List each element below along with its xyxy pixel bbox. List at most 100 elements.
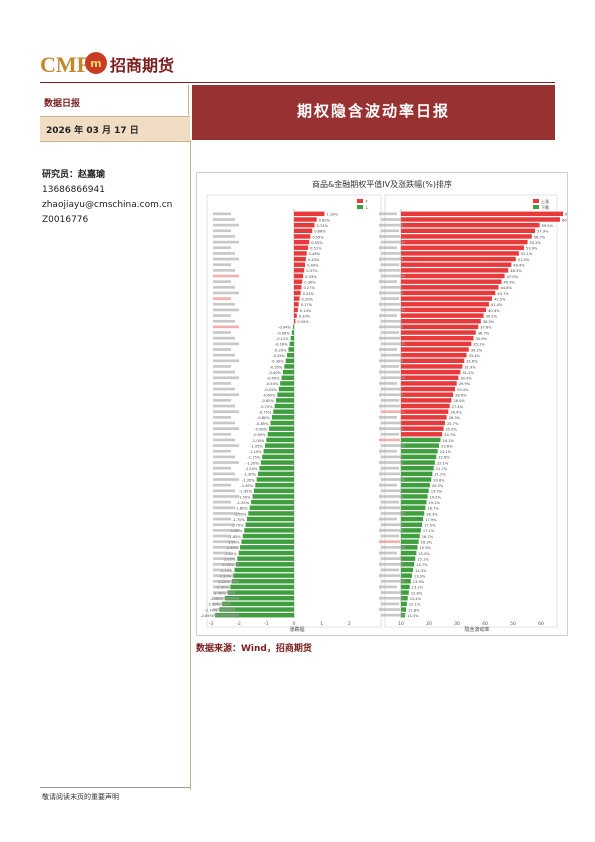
change-label: -0.50% [265,382,278,386]
change-label: 0.82% [319,218,331,222]
change-label: -0.25% [272,354,285,358]
iv-bar [401,471,433,477]
iv-category-name-mark [379,461,403,464]
category-name-mark [213,218,235,221]
iv-category-name-mark [379,551,397,555]
iv-category-name-mark [381,342,405,346]
change-bar [238,550,294,556]
iv-category-name-mark [381,591,402,594]
change-bar [227,590,294,595]
iv-category-name-mark [381,512,405,515]
iv-label: 19.1% [428,501,440,505]
change-bar [294,313,297,318]
change-bar [246,516,294,522]
category-name-mark [213,240,239,244]
change-bar [294,268,305,273]
iv-label: 20.3% [432,484,444,488]
iv-label: 35.9% [476,337,488,341]
iv-tick-label: 20 [426,621,432,627]
change-tick-label: -3 [209,621,214,627]
title-banner [192,85,555,140]
iv-tick-label: 10 [398,621,404,627]
iv-bar [401,268,509,273]
change-bar [294,273,304,279]
iv-label: 51.0% [518,258,530,262]
change-bar [253,488,294,494]
iv-category-name-mark [379,382,397,385]
iv-category-name-mark [381,602,399,606]
change-label: -0.60% [263,394,276,398]
iv-label: 15.5% [418,552,430,556]
category-name-mark [213,562,239,566]
iv-category-name-mark [381,432,399,436]
iv-category-name-mark [379,438,400,442]
category-name-mark [213,546,239,549]
category-name-mark [213,495,239,498]
change-bar [249,505,294,510]
iv-category-name-mark [381,489,402,493]
change-bar [294,279,303,284]
category-name-mark [213,319,235,323]
iv-label: 25.7% [447,422,459,426]
iv-bar [401,550,417,556]
iv-label: 19.9% [431,490,443,494]
iv-bar [401,528,421,533]
iv-category-name-mark [379,246,397,250]
change-tick-label: -2 [236,621,241,627]
iv-label: 57.9% [537,230,549,234]
category-name-mark [213,274,239,278]
iv-label: 37.6% [480,326,492,330]
category-name-mark [213,365,231,368]
change-bar [248,511,294,516]
change-bar [294,302,299,307]
iv-bar [401,437,441,443]
iv-category-name-mark [379,540,400,544]
change-label: -1.00% [252,439,265,443]
change-label: -1.50% [238,495,251,499]
change-label: -0.80% [257,416,270,420]
category-name-mark [213,387,235,391]
change-label: -0.90% [254,427,267,431]
change-label: -1.75% [231,524,244,528]
change-bar [251,499,294,505]
category-name-mark [213,297,231,300]
iv-category-name-mark [379,325,403,329]
change-label: -0.40% [268,371,281,375]
iv-bar [401,381,457,386]
page-title: 期权隐含波动率日报 [296,102,450,120]
analyst-email: zhaojiayu@cmschina.com.cn [42,200,173,210]
iv-label: 23.6% [441,444,453,448]
iv-category-name-mark [381,240,405,244]
iv-bar [401,290,496,296]
change-bar [258,471,294,477]
analyst-cert: Z0016776 [42,215,89,225]
iv-category-name-mark [381,218,402,221]
iv-bar [401,234,532,239]
change-label: 0.30% [304,280,316,284]
change-bar [263,449,294,454]
change-label: -1.70% [232,518,245,522]
iv-category-name-mark [381,466,399,470]
iv-label: 32.6% [466,360,478,364]
change-bar [259,465,294,471]
iv-label: 11.5% [407,614,419,618]
change-label: 0.10% [299,314,311,318]
iv-label: 31.2% [462,371,474,375]
change-label: 0.24% [303,292,315,296]
logo-emblem-icon [85,52,107,74]
iv-category-name-mark [381,274,405,278]
iv-bar [401,573,412,578]
iv-category-name-mark [381,387,402,391]
change-bar [291,330,294,335]
iv-legend-up-label: 上涨 [541,198,549,204]
iv-bar [401,539,419,544]
change-label: -0.16% [275,343,288,347]
iv-label: 30.5% [460,377,472,381]
iv-category-name-mark [379,483,397,487]
change-label: 0.43% [308,258,320,262]
iv-label: 44.8% [500,286,512,290]
iv-category-name-mark [379,280,397,283]
change-label: -1.60% [235,507,248,511]
iv-bar [401,482,430,488]
change-bar [219,607,294,612]
